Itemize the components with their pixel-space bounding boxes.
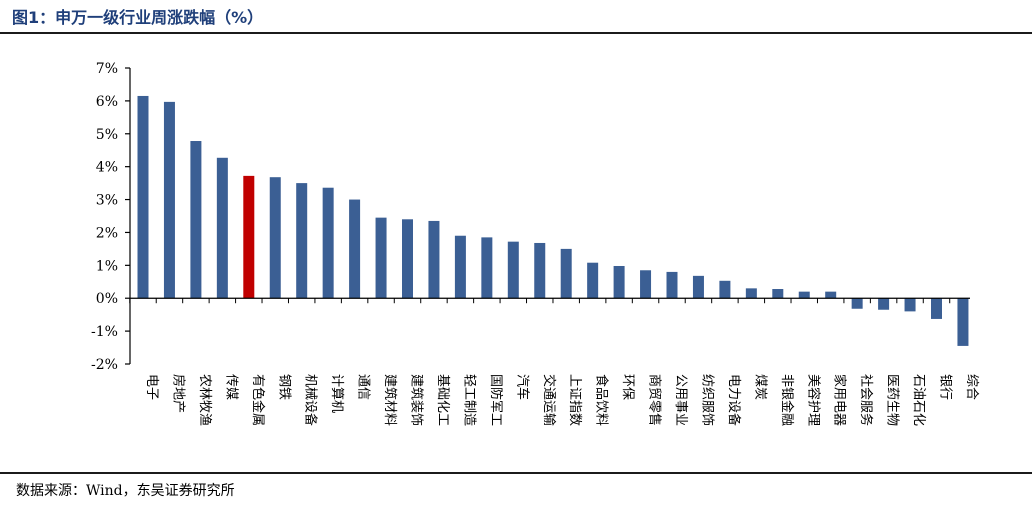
y-tick-label: -2% [91, 357, 118, 373]
category-label: 环保 [620, 374, 635, 400]
bar [878, 298, 890, 310]
category-label: 交通运输 [541, 374, 557, 426]
category-label: 电子 [144, 374, 159, 400]
bar [137, 95, 149, 299]
category-label: 传媒 [223, 374, 238, 400]
y-tick-label: 0% [96, 291, 118, 307]
category-label: 建筑材料 [382, 374, 398, 426]
bar [692, 275, 704, 299]
category-label: 有色金属 [250, 374, 266, 426]
x-axis [129, 297, 970, 304]
category-label: 基础化工 [435, 374, 450, 426]
bar [243, 175, 255, 299]
y-tick-label: -1% [91, 324, 118, 340]
bar [613, 265, 625, 299]
category-label: 纺织服饰 [699, 374, 714, 426]
category-label: 煤炭 [752, 374, 767, 400]
category-label: 房地产 [170, 374, 186, 413]
bar [640, 270, 652, 299]
bar [957, 298, 969, 346]
bar [402, 219, 413, 299]
y-tick-label: 6% [96, 94, 118, 110]
bar [560, 248, 572, 299]
category-label: 公用事业 [673, 374, 688, 426]
y-tick-label: 1% [96, 258, 118, 274]
y-tick-label: 7% [96, 61, 118, 77]
bar [745, 288, 757, 299]
y-axis: 7% 6% 5% 4% 3% 2% 1% 0% -1% -2% [91, 61, 131, 373]
category-label: 电力设备 [726, 374, 742, 426]
bars [137, 95, 969, 346]
bar [798, 291, 810, 299]
category-label: 机械设备 [303, 374, 319, 426]
bar [216, 157, 228, 299]
category-label: 食品饮料 [594, 374, 610, 426]
category-label: 商贸零售 [647, 374, 663, 426]
bar [719, 280, 731, 299]
category-label: 综合 [964, 374, 979, 400]
category-label: 银行 [938, 374, 953, 400]
bar [349, 199, 361, 299]
category-label: 家用电器 [832, 374, 848, 426]
y-tick-label: 3% [96, 193, 118, 209]
category-label: 石油石化 [911, 374, 926, 426]
bar [322, 187, 334, 299]
bar [772, 289, 784, 299]
bar [190, 141, 202, 299]
chart-title: 图1：申万一级行业周涨跌幅（%） [12, 8, 264, 27]
category-label: 上证指数 [567, 374, 582, 426]
bar [666, 271, 678, 299]
top-divider [0, 32, 1032, 34]
bar [481, 237, 493, 299]
category-label: 汽车 [514, 374, 530, 400]
category-label: 农林牧渔 [197, 374, 212, 426]
category-label: 计算机 [329, 374, 344, 413]
bar [163, 101, 175, 299]
bar [375, 217, 387, 299]
bar [931, 298, 942, 319]
bar [428, 220, 440, 299]
category-label: 轻工制造 [461, 374, 476, 426]
y-tick-label: 5% [96, 127, 118, 143]
category-label: 建筑装饰 [409, 374, 425, 426]
bar [269, 177, 281, 299]
category-labels: 电子 房地产 农林牧渔 传媒 有色金属 钢铁 机械设备 计算机 通信 建筑材料 建筑装饰 基础化工 轻工… [144, 374, 979, 426]
category-label: 医药生物 [885, 374, 900, 426]
category-label: 社会服务 [858, 374, 874, 426]
bar [534, 242, 546, 299]
category-label: 美容护理 [805, 374, 821, 426]
bar [454, 235, 466, 299]
category-label: 非银金融 [779, 374, 795, 426]
bottom-divider [0, 472, 1032, 474]
y-tick-label: 4% [96, 160, 118, 176]
category-label: 国防军工 [488, 374, 504, 426]
bar [296, 183, 308, 299]
bar [507, 241, 519, 299]
y-tick-label: 2% [96, 225, 118, 241]
category-label: 通信 [356, 374, 371, 400]
bar [851, 298, 863, 309]
bar [904, 298, 916, 312]
source-note: 数据来源：Wind，东吴证券研究所 [16, 483, 235, 499]
category-label: 钢铁 [276, 374, 291, 400]
bar [587, 262, 599, 299]
bar [825, 291, 837, 299]
